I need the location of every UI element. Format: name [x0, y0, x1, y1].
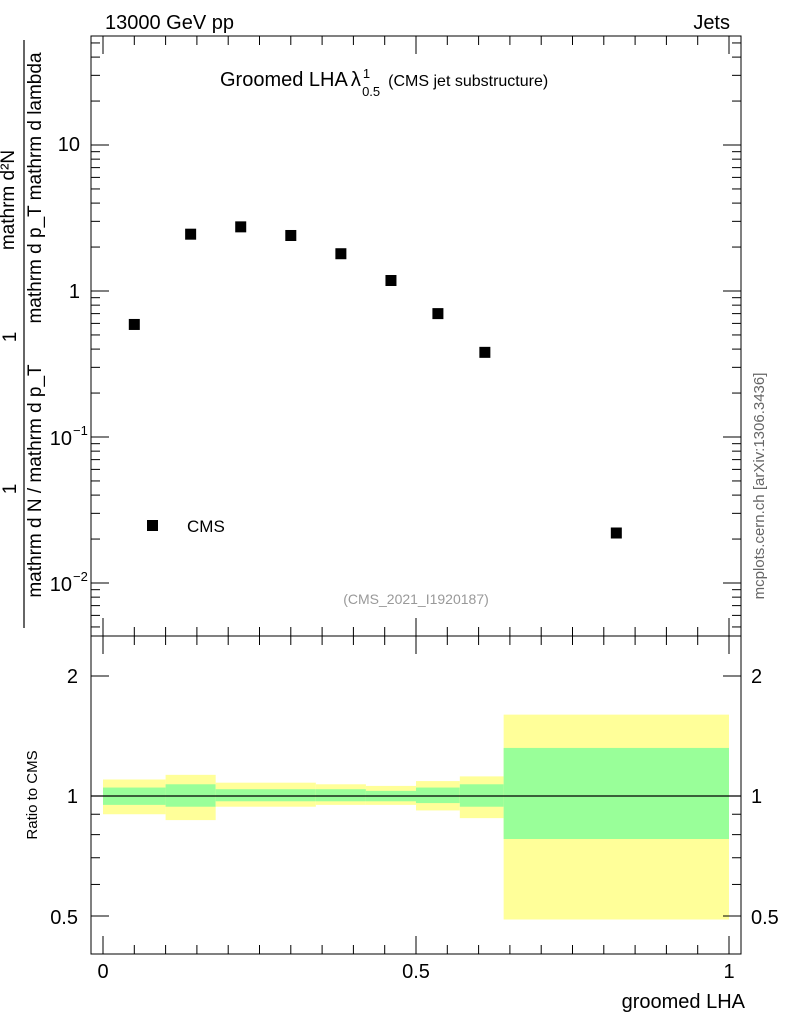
ytick-label-0-1: 10: [50, 428, 72, 450]
data-point-6: [432, 308, 444, 320]
data-point-1: [185, 228, 197, 240]
y-label-top: mathrm d²N: [0, 150, 19, 250]
ratio-ytick-right-2: 2: [751, 666, 762, 688]
main-tick-marks: [91, 36, 741, 636]
ratio-ytick-left-0-5: 0.5: [50, 907, 78, 929]
data-point-0: [128, 318, 140, 330]
ratio-tick-marks: [91, 636, 741, 954]
main-y-axis-label: 1 mathrm d²N mathrm d p_T mathrm d lambd…: [0, 40, 46, 628]
data-point-2: [235, 221, 247, 233]
y-label-prefix-one: 1: [0, 484, 21, 495]
data-point-7: [479, 346, 491, 358]
analysis-id: (CMS_2021_I1920187): [343, 591, 489, 607]
x-axis-label: groomed LHA: [622, 991, 746, 1013]
watermark: mcplots.cern.ch [arXiv:1306.3436]: [751, 373, 768, 600]
ratio-band-inner-7: [503, 747, 729, 840]
chart-title: Groomed LHA λ 1 0.5(CMS jet substructure): [220, 66, 548, 99]
ratio-bands: [91, 714, 741, 920]
ratio-ytick-right-0-5: 0.5: [751, 907, 779, 929]
ytick-label-1: 1: [69, 281, 80, 303]
data-point-5: [385, 275, 397, 287]
energy-label: 13000 GeV pp: [105, 12, 234, 34]
xtick-label-0: 0: [97, 961, 108, 983]
y-label-denominator: mathrm d N / mathrm d p_T: [25, 364, 46, 598]
ratio-ytick-right-1: 1: [751, 786, 762, 808]
ratio-band-inner-2: [215, 789, 316, 802]
y-label-middle: mathrm d p_T mathrm d lambda: [25, 52, 46, 323]
ratio-band-inner-3: [315, 789, 366, 802]
xtick-label-0-5: 0.5: [402, 961, 430, 983]
ratio-band-inner-5: [416, 787, 460, 804]
ytick-exp-0-1: −1: [73, 423, 88, 438]
data-point-3: [285, 229, 297, 241]
ytick-exp-0-01: −2: [73, 569, 88, 584]
y-label-numerator: 1: [0, 332, 21, 343]
ratio-ytick-left-2: 2: [67, 666, 78, 688]
legend-label: CMS: [187, 517, 225, 536]
ratio-ytick-left-1: 1: [67, 786, 78, 808]
ratio-y-label: Ratio to CMS: [24, 750, 41, 839]
category-label: Jets: [693, 12, 730, 34]
ytick-label-10: 10: [58, 134, 80, 156]
xtick-label-1: 1: [723, 961, 734, 983]
main-plot-frame: [90, 35, 742, 637]
legend-marker: [147, 520, 158, 531]
ytick-label-0-01: 10: [50, 574, 72, 596]
data-markers: [128, 221, 622, 539]
data-point-4: [335, 248, 347, 260]
data-point-8: [610, 527, 622, 539]
